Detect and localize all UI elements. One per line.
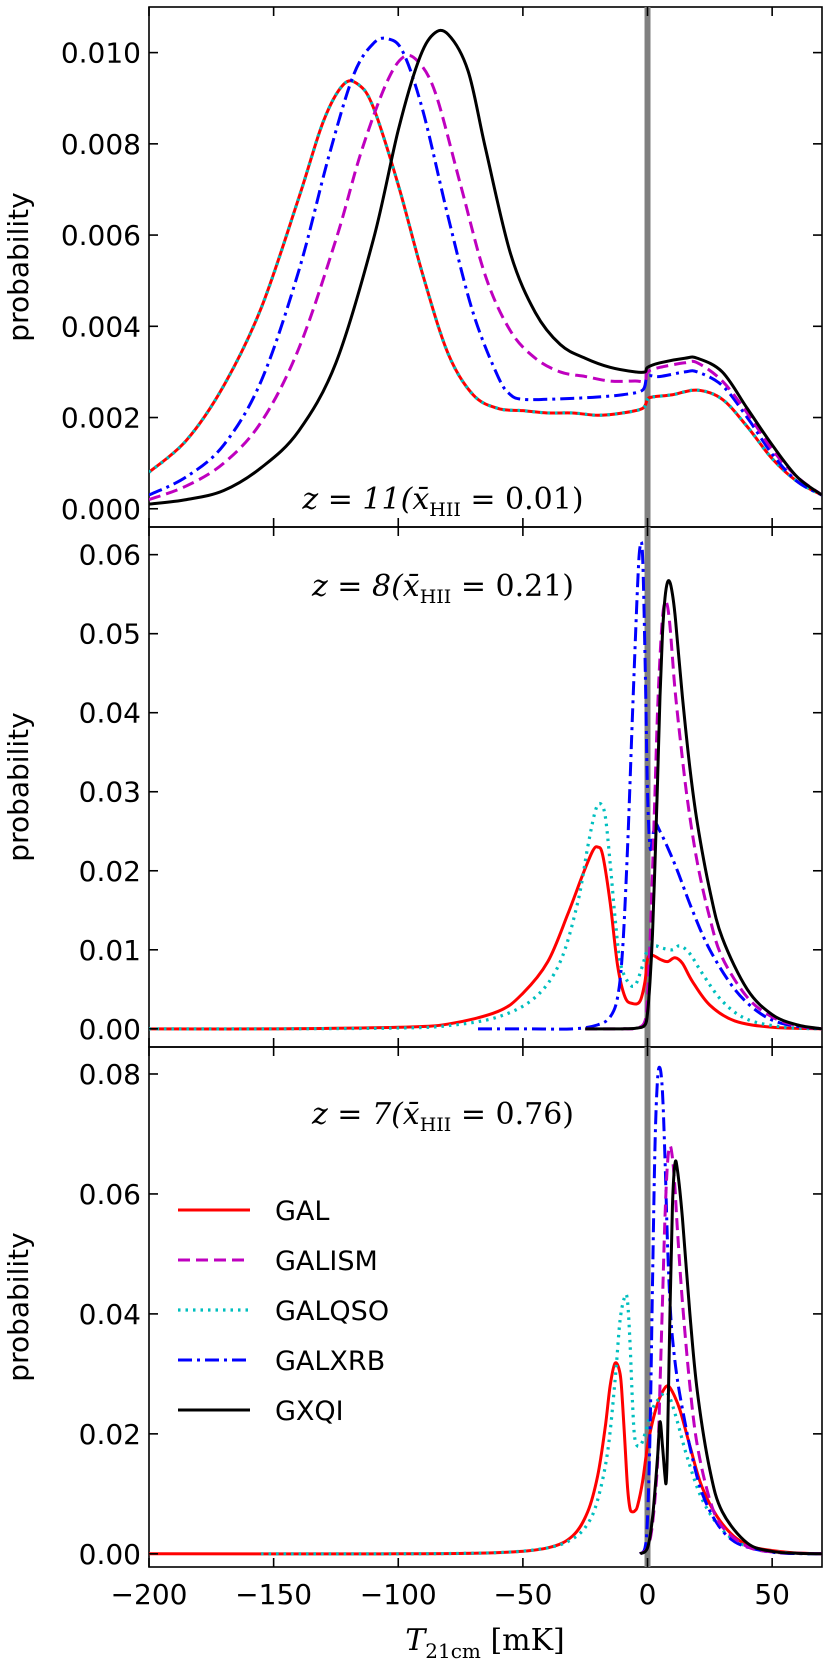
panel-z11-frame	[148, 6, 823, 528]
panel-z8-y-axis-label: probability	[2, 712, 35, 861]
panel-z7-series-gxqi	[639, 1159, 822, 1556]
panel-z8-y-tick-label: 0.04	[79, 697, 141, 730]
panel-z7-y-tick-label: 0.08	[79, 1058, 141, 1091]
x-tick-label: −50	[493, 1578, 552, 1611]
panel-z8-series	[149, 527, 822, 1047]
panel-z7-series-galxrb	[638, 1065, 822, 1556]
x-tick-label: 0	[639, 1578, 657, 1611]
x-tick-labels: −200 −150 −100 −50 0 50	[111, 1578, 790, 1611]
panel-z7-y-tick-label: 0.04	[79, 1298, 141, 1331]
panel-z11-y-tick-label: 0.008	[61, 128, 141, 161]
x-tick-label: 50	[754, 1578, 790, 1611]
panel-z11-x-ticks	[148, 7, 773, 527]
panel-z7-y-tick-label: 0.00	[79, 1538, 141, 1571]
panel-z7-y-tick-label: 0.02	[79, 1418, 141, 1451]
panel-z7-y-ticks: 0.00 0.02 0.04 0.06 0.08	[79, 1058, 822, 1571]
panel-z7-series-galqso	[261, 1292, 822, 1556]
x-tick-label: −150	[235, 1578, 312, 1611]
panel-z8-y-tick-label: 0.05	[79, 618, 141, 651]
panel-z11-annotation: z = 11(x̄HII = 0.01)	[301, 482, 583, 521]
panel-z7-series-galism	[639, 1144, 822, 1556]
panel-z8-x-ticks	[148, 527, 773, 1047]
panel-z7-y-axis-label: probability	[2, 1232, 35, 1381]
panel-z8: 0.00 0.01 0.02 0.03 0.04 0.05 0.06 probability…	[2, 526, 823, 1048]
legend: GAL GALISM GALQSO GALXRB GXQI	[178, 1196, 389, 1427]
panel-z8-y-ticks: 0.00 0.01 0.02 0.03 0.04 0.05 0.06	[79, 539, 822, 1046]
panel-z11-series-galqso	[149, 79, 822, 497]
panel-z11-y-axis-label: probability	[2, 192, 35, 341]
panel-z11-y-tick-label: 0.000	[61, 493, 141, 526]
legend-label-galism: GALISM	[275, 1246, 378, 1277]
legend-label-gxqi: GXQI	[275, 1396, 344, 1427]
panel-z11-y-tick-label: 0.004	[61, 310, 141, 343]
x-tick-label: −100	[360, 1578, 437, 1611]
panel-z7-x-ticks	[148, 1047, 773, 1567]
panel-z8-series-gal	[149, 845, 822, 1031]
panel-z7: 0.00 0.02 0.04 0.06 0.08 probability z = 7(x…	[2, 1046, 823, 1571]
panel-z11: 0.000 0.002 0.004 0.006 0.008 0.010 probabili…	[2, 6, 823, 528]
panel-z7-annotation: z = 7(x̄HII = 0.76)	[311, 1097, 574, 1136]
legend-label-galxrb: GALXRB	[275, 1346, 385, 1377]
panel-z8-series-galqso	[149, 801, 822, 1031]
panel-z8-y-tick-label: 0.00	[79, 1013, 141, 1046]
panel-z8-y-tick-label: 0.02	[79, 855, 141, 888]
panel-z11-y-ticks: 0.000 0.002 0.004 0.006 0.008 0.010	[61, 37, 822, 526]
panel-z8-series-gxqi	[585, 579, 822, 1031]
panel-z11-y-tick-label: 0.006	[61, 219, 141, 252]
legend-label-galqso: GALQSO	[275, 1296, 389, 1327]
panel-z8-y-tick-label: 0.01	[79, 934, 141, 967]
panel-z8-y-tick-label: 0.06	[79, 539, 141, 572]
panel-z11-series-galxrb	[149, 36, 822, 497]
panel-z8-annotation: z = 8(x̄HII = 0.21)	[311, 569, 574, 608]
panel-z7-frame	[148, 1046, 823, 1568]
panel-z11-y-tick-label: 0.002	[61, 402, 141, 435]
panel-z8-series-galxrb	[478, 540, 822, 1031]
panel-z8-y-tick-label: 0.03	[79, 776, 141, 809]
x-axis-label: T21cm [mK]	[405, 1623, 564, 1659]
panel-z7-y-tick-label: 0.06	[79, 1178, 141, 1211]
panel-z11-series-galism	[149, 53, 822, 502]
legend-label-gal: GAL	[275, 1196, 329, 1227]
panel-z11-series	[149, 7, 822, 527]
panel-z8-series-galism	[585, 599, 822, 1031]
panel-z7-series	[149, 1047, 822, 1567]
panel-z11-series-gxqi	[149, 28, 822, 506]
panel-z11-y-tick-label: 0.010	[61, 37, 141, 70]
x-tick-label: −200	[111, 1578, 188, 1611]
